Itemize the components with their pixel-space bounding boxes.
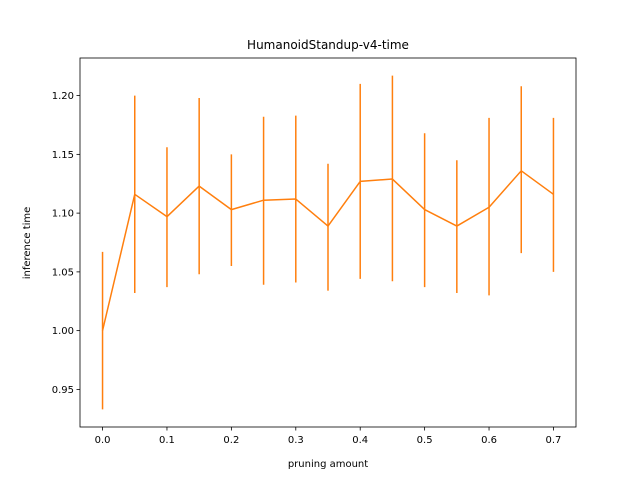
x-tick-label: 0.6 — [481, 435, 497, 446]
x-tick-label: 0.1 — [159, 435, 175, 446]
y-tick-label: 1.20 — [52, 91, 74, 102]
y-axis-label: inference time — [22, 207, 33, 280]
y-tick-label: 1.00 — [52, 326, 74, 337]
y-tick-label: 1.10 — [52, 209, 74, 220]
x-tick-label: 0.7 — [546, 435, 562, 446]
y-tick-label: 0.95 — [52, 385, 74, 396]
x-tick-label: 0.4 — [352, 435, 368, 446]
y-tick-label: 1.15 — [52, 150, 74, 161]
x-tick-label: 0.3 — [288, 435, 304, 446]
y-tick-label: 1.05 — [52, 267, 74, 278]
series-line — [101, 170, 554, 331]
x-axis-label: pruning amount — [288, 459, 368, 470]
plot-frame — [79, 57, 577, 428]
x-tick-label: 0.0 — [95, 435, 111, 446]
chart-title: HumanoidStandup-v4-time — [247, 38, 409, 52]
x-tick-label: 0.2 — [223, 435, 239, 446]
x-tick-label: 0.5 — [417, 435, 433, 446]
